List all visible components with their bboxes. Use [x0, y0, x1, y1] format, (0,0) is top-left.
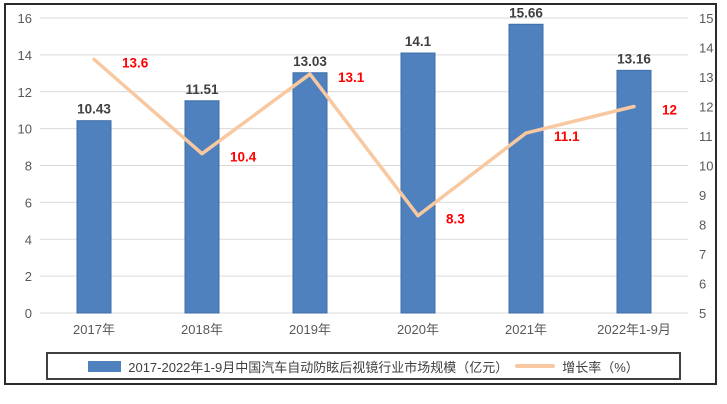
x-axis-label: 2020年 — [397, 322, 439, 337]
bar-value-label: 13.16 — [617, 51, 651, 66]
growth-value-label: 13.6 — [122, 55, 149, 70]
bar-value-label: 13.03 — [293, 54, 327, 69]
x-axis-label: 2019年 — [289, 322, 331, 337]
left-axis-tick: 16 — [18, 11, 32, 26]
growth-value-label: 13.1 — [338, 70, 365, 85]
bar-value-label: 14.1 — [405, 34, 432, 49]
right-axis-tick: 13 — [699, 70, 713, 85]
legend-bar-label: 2017-2022年1-9月中国汽车自动防眩后视镜行业市场规模（亿元） — [128, 359, 509, 375]
left-axis-tick: 6 — [25, 195, 32, 210]
right-axis-tick: 7 — [699, 247, 706, 262]
right-axis-tick: 8 — [699, 218, 706, 233]
growth-value-label: 12 — [662, 103, 677, 118]
left-axis-tick: 2 — [25, 269, 32, 284]
growth-value-label: 11.1 — [554, 129, 580, 144]
bar-value-label: 15.66 — [509, 5, 543, 20]
bar-value-label: 11.51 — [185, 82, 219, 97]
bar-value-label: 10.43 — [77, 102, 111, 117]
bar — [508, 23, 544, 314]
x-axis-label: 2022年1-9月 — [597, 322, 671, 337]
x-axis-label: 2017年 — [73, 322, 115, 337]
right-axis-tick: 10 — [699, 159, 713, 174]
left-axis-tick: 14 — [18, 48, 32, 63]
legend: 2017-2022年1-9月中国汽车自动防眩后视镜行业市场规模（亿元） 增长率（… — [46, 352, 681, 380]
legend-line-label: 增长率（%） — [562, 359, 639, 375]
left-axis-tick: 10 — [18, 122, 32, 137]
right-axis-tick: 5 — [699, 306, 706, 321]
growth-value-label: 10.4 — [230, 150, 257, 165]
right-axis-tick: 12 — [699, 100, 713, 115]
right-axis-tick: 6 — [699, 277, 706, 292]
left-axis-tick: 4 — [25, 232, 32, 247]
left-axis-tick: 12 — [18, 85, 32, 100]
right-axis-tick: 9 — [699, 188, 706, 203]
left-axis-tick: 0 — [25, 306, 32, 321]
bar — [292, 72, 328, 314]
x-axis-label: 2018年 — [181, 322, 223, 337]
x-axis-label: 2021年 — [505, 322, 547, 337]
right-axis-tick: 11 — [699, 129, 713, 144]
legend-line-swatch — [515, 364, 556, 368]
bar — [76, 120, 112, 314]
growth-line — [92, 57, 636, 218]
right-axis-tick: 14 — [699, 41, 713, 56]
growth-value-label: 8.3 — [446, 212, 465, 227]
bar — [184, 100, 220, 314]
bar — [400, 52, 436, 314]
left-axis-tick: 8 — [25, 159, 32, 174]
right-axis-tick: 15 — [699, 11, 713, 26]
legend-bar-swatch — [88, 360, 122, 372]
